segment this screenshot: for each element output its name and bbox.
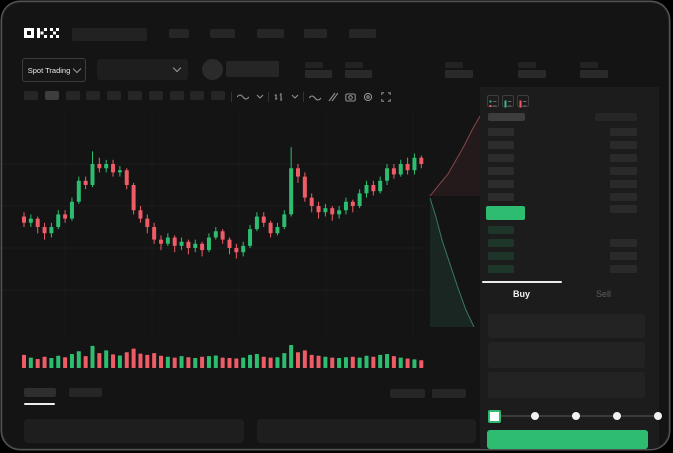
timeframe-button[interactable] xyxy=(86,91,101,100)
orders-search-input[interactable] xyxy=(24,419,244,443)
pair-dropdown[interactable] xyxy=(97,59,188,80)
fullscreen-icon[interactable] xyxy=(380,91,392,103)
caret-icon[interactable] xyxy=(254,91,266,103)
book-both-sides-icon[interactable] xyxy=(487,95,499,107)
orders-filter-input[interactable] xyxy=(257,419,476,443)
app-window: Spot Trading xyxy=(2,2,669,449)
orders-filter-1[interactable] xyxy=(390,389,425,398)
tab-buy[interactable]: Buy xyxy=(513,289,531,299)
total-field[interactable] xyxy=(488,372,645,398)
candle-style-icon[interactable] xyxy=(273,91,285,103)
slider-step-4[interactable] xyxy=(654,412,662,420)
chevron-down-icon xyxy=(73,64,82,73)
okx-logo[interactable] xyxy=(24,28,60,39)
book-bids-only-icon[interactable] xyxy=(502,95,514,108)
timeframe-button[interactable] xyxy=(44,91,59,100)
settings-gear-icon[interactable] xyxy=(362,91,374,103)
slider-step-2[interactable] xyxy=(572,412,580,420)
tab-sell[interactable]: Sell xyxy=(596,289,612,299)
line-tool-icon[interactable] xyxy=(309,91,321,103)
last-price-amount xyxy=(610,205,637,213)
timeframe-button[interactable] xyxy=(24,91,38,100)
slider-step-3[interactable] xyxy=(613,412,621,420)
timeframe-button[interactable] xyxy=(107,91,122,100)
timeframe-button[interactable] xyxy=(169,91,184,100)
order-book-panel: Buy Sell xyxy=(480,87,662,449)
nav-item-5[interactable] xyxy=(349,29,376,38)
submit-buy-button[interactable] xyxy=(487,430,648,449)
buy-sell-tabs: Buy Sell xyxy=(480,281,659,309)
amount-field[interactable] xyxy=(488,342,645,368)
nav-item-3[interactable] xyxy=(257,29,284,38)
caret-icon[interactable] xyxy=(289,91,301,103)
brush-tool-icon[interactable] xyxy=(327,91,339,103)
volume-bars[interactable] xyxy=(2,339,426,368)
market-type-label: Spot Trading xyxy=(27,65,71,75)
timeframe-button[interactable] xyxy=(128,91,142,100)
last-price-highlight[interactable] xyxy=(486,206,525,220)
timeframe-button[interactable] xyxy=(190,91,205,100)
depth-chart[interactable] xyxy=(426,112,480,327)
active-tab-indicator xyxy=(482,281,562,283)
orders-tab-history[interactable] xyxy=(69,388,102,397)
price-field[interactable] xyxy=(488,314,645,338)
orders-tab-open[interactable] xyxy=(24,388,56,397)
nav-item-4[interactable] xyxy=(304,29,327,38)
book-asks-only-icon[interactable] xyxy=(517,95,529,108)
timeframe-button[interactable] xyxy=(148,91,163,100)
market-type-selector[interactable]: Spot Trading xyxy=(22,58,86,82)
orders-tab-underline xyxy=(24,403,55,405)
pair-logo-avatar[interactable] xyxy=(202,59,223,80)
camera-icon[interactable] xyxy=(344,91,356,103)
timeframe-button[interactable] xyxy=(211,91,226,100)
book-col-header-amount xyxy=(595,113,637,121)
pair-name-placeholder xyxy=(226,61,279,77)
orders-filter-2[interactable] xyxy=(432,389,466,398)
slider-step-1[interactable] xyxy=(531,412,539,420)
nav-item-1[interactable] xyxy=(169,29,189,38)
chevron-down-icon xyxy=(172,63,182,73)
timeframe-button[interactable] xyxy=(65,91,80,100)
nav-item-2[interactable] xyxy=(210,29,235,38)
book-col-header-price xyxy=(488,113,525,121)
ticker-banner-placeholder xyxy=(72,28,147,41)
candlestick-chart[interactable] xyxy=(2,110,426,338)
slider-step-0[interactable] xyxy=(488,410,501,423)
wave-indicator-icon[interactable] xyxy=(237,91,249,103)
